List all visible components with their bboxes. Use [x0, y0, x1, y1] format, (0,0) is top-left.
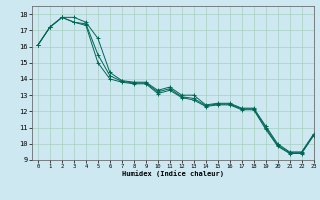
X-axis label: Humidex (Indice chaleur): Humidex (Indice chaleur) [122, 171, 224, 177]
